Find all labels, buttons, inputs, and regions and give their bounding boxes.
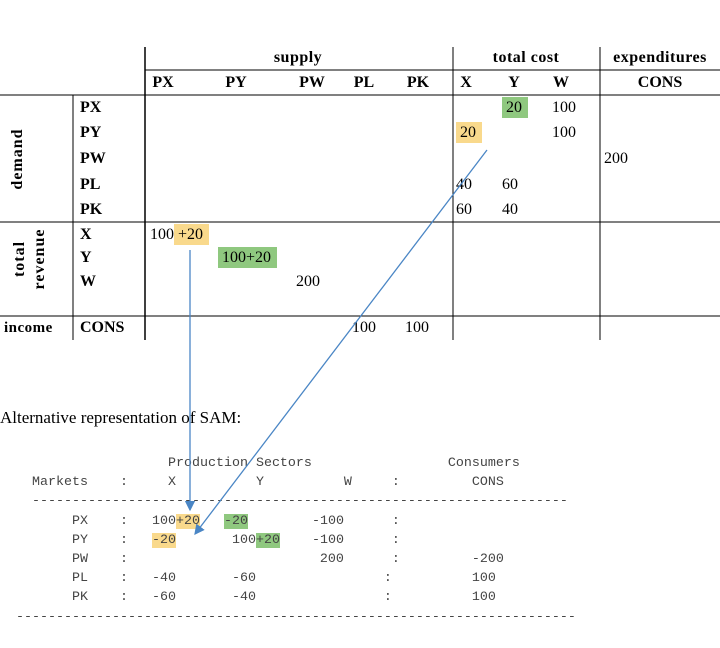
row-label: W xyxy=(80,273,96,290)
cell-value: 40 xyxy=(502,201,518,218)
cell-value: 100 xyxy=(405,319,429,336)
column-label: CONS xyxy=(637,74,683,91)
cell: 200 xyxy=(296,272,320,292)
alt-line: ----------------------------------------… xyxy=(0,609,576,627)
cell-value: 60 xyxy=(502,176,518,193)
alt-text: -100 : xyxy=(247,513,400,529)
alt-text: PX : 100 xyxy=(0,513,176,529)
cell-value: 20 xyxy=(502,97,528,118)
alt-text: ----------------------------------------… xyxy=(0,494,568,510)
cell: 200 xyxy=(604,149,628,169)
row-label: Y xyxy=(80,249,92,266)
alt-text: Markets : X Y W : CONS xyxy=(0,475,504,491)
cell: 40 xyxy=(502,200,518,220)
column-group-label: total cost xyxy=(492,49,560,66)
row-label: X xyxy=(80,226,92,243)
cell-value: 20 xyxy=(456,122,482,143)
alt-text: Production Sectors Consumers xyxy=(0,456,520,471)
alt-text: +20 xyxy=(175,513,200,529)
cell-value: +20 xyxy=(174,224,210,245)
cell-value: 100 xyxy=(552,124,576,141)
column-label: PL xyxy=(353,74,375,91)
alt-text: PK : -60 -40 : 100 xyxy=(0,590,496,606)
cell: 100+20 xyxy=(150,224,210,245)
row-group-label: income xyxy=(4,320,53,336)
cell-value: 40 xyxy=(456,176,472,193)
column-label: PK xyxy=(406,74,430,91)
column-label: W xyxy=(553,74,569,91)
column-label: PX xyxy=(152,74,174,91)
cell-value: 100 xyxy=(552,99,576,116)
cell: 40 xyxy=(456,175,472,195)
column-label: PY xyxy=(225,74,247,91)
cell-value: 200 xyxy=(296,273,320,290)
cell: 100 xyxy=(352,318,376,338)
row-label: PY xyxy=(80,124,102,141)
alt-text: PW : 200 : -200 xyxy=(0,552,504,567)
cell: 60 xyxy=(456,200,472,220)
alt-line: PK : -60 -40 : 100 xyxy=(0,589,496,607)
cell: 100 xyxy=(552,98,576,118)
caption: Alternative representation of SAM: xyxy=(0,408,242,427)
cell: 60 xyxy=(502,175,518,195)
alt-text: PL : -40 -60 : 100 xyxy=(0,571,496,587)
column-group-label: supply xyxy=(273,49,323,66)
cell-value: 100+20 xyxy=(218,247,278,268)
alt-line: PL : -40 -60 : 100 xyxy=(0,570,496,588)
alt-text: -20 xyxy=(223,513,248,529)
row-label: PX xyxy=(80,99,102,116)
cell-value: 200 xyxy=(604,150,628,167)
cell: 20 xyxy=(456,122,482,143)
row-label: PK xyxy=(80,201,103,218)
alt-text: -100 : xyxy=(279,532,400,548)
cell: 20 xyxy=(502,97,528,118)
alt-text: PY : xyxy=(0,532,152,548)
row-label: CONS xyxy=(80,319,125,336)
row-label: PL xyxy=(80,176,101,193)
cell-value: 100 xyxy=(150,226,174,243)
alt-line: ----------------------------------------… xyxy=(0,493,568,511)
alt-text: +20 xyxy=(255,532,280,548)
alt-line: Markets : X Y W : CONS xyxy=(0,474,504,492)
cell: 100 xyxy=(552,123,576,143)
cell: 100 xyxy=(405,318,429,338)
alt-text xyxy=(200,514,224,529)
alt-text: ----------------------------------------… xyxy=(0,609,576,625)
alt-line: PW : 200 : -200 xyxy=(0,551,504,569)
cell-value: 60 xyxy=(456,201,472,218)
cell: 100+20 xyxy=(218,247,278,268)
alt-line: PY : -20 100+20 -100 : xyxy=(0,532,400,550)
column-label: X xyxy=(460,74,472,91)
row-group-label: total xyxy=(11,240,28,277)
column-group-label: expenditures xyxy=(613,49,707,66)
alt-line: Production Sectors Consumers xyxy=(0,455,520,473)
alt-line: PX : 100+20 -20 -100 : xyxy=(0,513,400,531)
row-label: PW xyxy=(80,150,106,167)
alt-text: -20 xyxy=(151,532,176,548)
cell-value: 100 xyxy=(352,319,376,336)
alt-text: 100 xyxy=(175,532,256,548)
row-group-label: demand xyxy=(9,128,26,190)
column-label: Y xyxy=(508,74,520,91)
row-group-label: revenue xyxy=(31,228,48,289)
column-label: PW xyxy=(299,74,325,91)
